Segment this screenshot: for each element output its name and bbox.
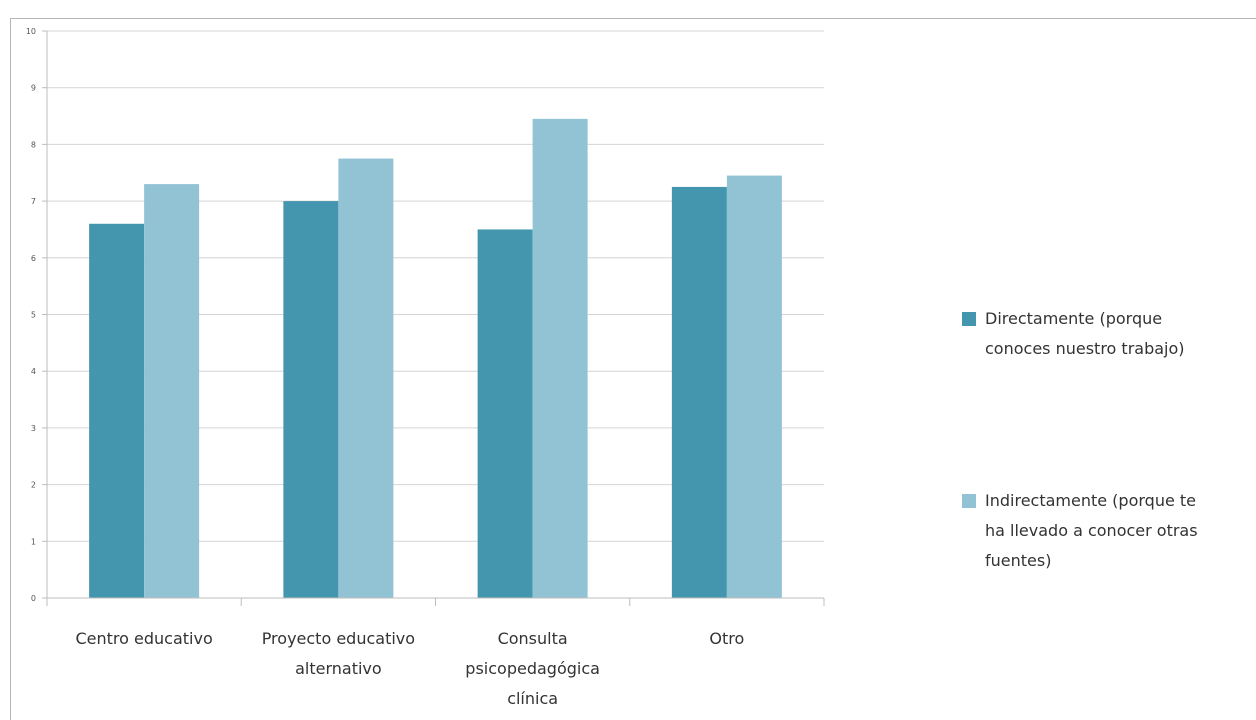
legend-label-series2: Indirectamente (porque te ha llevado a co… — [985, 491, 1198, 570]
y-tick-label: 4 — [31, 367, 36, 376]
x-axis — [46, 597, 825, 606]
category-label-line: clínica — [507, 689, 558, 708]
bar-series1-cat2 — [283, 201, 339, 598]
y-tick-label: 0 — [31, 594, 36, 603]
category-label: Proyecto educativo alternativo — [262, 629, 415, 678]
y-tick-label: 8 — [31, 140, 36, 149]
legend-label-line: ha llevado a conocer otras — [985, 521, 1198, 540]
y-tick-label: 7 — [31, 197, 36, 206]
category-label-line: Centro educativo — [76, 629, 213, 648]
legend-label-line: conoces nuestro trabajo) — [985, 339, 1185, 358]
legend-label-line: Indirectamente (porque te — [985, 491, 1196, 510]
y-tick-label: 2 — [31, 481, 36, 490]
y-tick-label: 1 — [31, 537, 36, 546]
category-labels: Centro educativo Proyecto educativo altern… — [76, 629, 745, 708]
bar-series2-cat4 — [726, 175, 782, 598]
chart-frame — [10, 18, 1256, 720]
legend: Directamente (porque conoces nuestro trab… — [962, 309, 1198, 570]
y-tick-label: 6 — [31, 254, 36, 263]
legend-label-series1: Directamente (porque conoces nuestro trab… — [985, 309, 1185, 358]
category-label-line: Consulta — [498, 629, 568, 648]
bar-series1-cat3 — [477, 229, 533, 598]
legend-swatch-series2 — [962, 494, 976, 508]
category-label-line: alternativo — [295, 659, 382, 678]
y-axis-tick-labels: 0 1 2 3 4 5 6 7 8 9 10 — [26, 27, 36, 603]
category-label-line: Proyecto educativo — [262, 629, 415, 648]
category-label: Consulta psicopedagógica clínica — [465, 629, 600, 708]
y-tick-label: 5 — [31, 311, 36, 320]
category-label: Otro — [709, 629, 744, 648]
legend-label-line: Directamente (porque — [985, 309, 1162, 328]
bar-series2-cat3 — [532, 118, 588, 598]
y-tick-label: 10 — [26, 27, 36, 36]
bar-series2-cat1 — [144, 184, 200, 598]
bar-series1-cat1 — [89, 223, 145, 598]
category-label-line: psicopedagógica — [465, 659, 600, 678]
bar-series2-cat2 — [338, 158, 394, 598]
bars — [89, 118, 782, 599]
bar-series1-cat4 — [671, 186, 727, 599]
legend-swatch-series1 — [962, 312, 976, 326]
category-label-line: Otro — [709, 629, 744, 648]
y-tick-label: 9 — [31, 84, 36, 93]
y-tick-label: 3 — [31, 424, 36, 433]
category-label: Centro educativo — [76, 629, 213, 648]
legend-label-line: fuentes) — [985, 551, 1051, 570]
